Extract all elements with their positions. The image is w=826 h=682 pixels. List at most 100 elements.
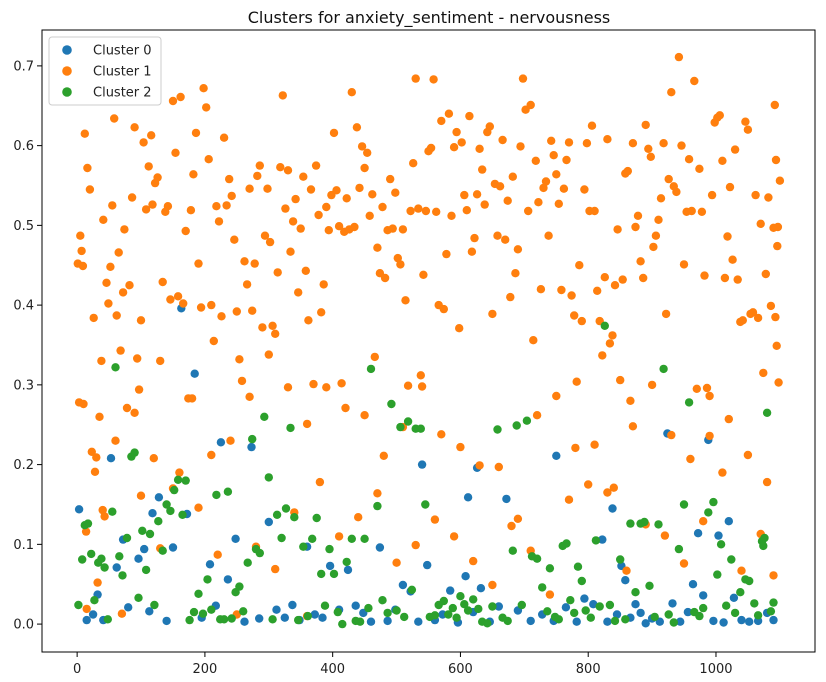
data-point: [416, 371, 425, 380]
data-point: [761, 269, 770, 279]
data-point: [325, 544, 334, 554]
data-point: [493, 231, 502, 240]
data-point: [79, 399, 88, 409]
data-point: [444, 109, 454, 118]
data-point: [373, 501, 382, 511]
data-point: [414, 204, 423, 213]
data-point: [743, 450, 753, 460]
y-axis: 0.0 0.1 0.2 0.3 0.4 0.5 0.6 0.7: [13, 59, 42, 633]
data-point: [478, 165, 487, 174]
data-point: [181, 476, 190, 485]
data-point: [631, 222, 640, 232]
data-point: [312, 513, 321, 523]
legend-marker: [62, 66, 72, 76]
data-point: [570, 311, 579, 320]
data-point: [679, 559, 689, 568]
data-point: [647, 380, 657, 390]
data-point: [178, 510, 187, 519]
data-point: [245, 392, 254, 401]
data-point: [401, 296, 410, 305]
data-point: [545, 590, 555, 599]
data-point: [219, 133, 229, 142]
data-point: [595, 602, 604, 611]
legend-marker: [62, 45, 72, 55]
data-point: [368, 190, 377, 199]
data-point: [106, 454, 116, 463]
data-point: [610, 281, 620, 290]
data-point: [702, 383, 712, 393]
data-point: [301, 266, 310, 275]
data-point: [380, 273, 390, 283]
data-point: [294, 288, 303, 297]
data-point: [134, 554, 143, 563]
data-point: [100, 512, 109, 521]
data-point: [750, 599, 759, 608]
data-point: [483, 619, 492, 628]
data-point: [163, 202, 173, 211]
plot-frame: [41, 29, 816, 653]
data-point: [222, 201, 231, 210]
data-point: [686, 454, 695, 464]
data-point: [225, 174, 234, 184]
data-point: [162, 616, 171, 626]
data-point: [332, 186, 341, 195]
data-point: [250, 259, 259, 268]
data-point: [623, 166, 632, 176]
data-point: [766, 301, 776, 311]
data-point: [605, 339, 615, 348]
data-point: [564, 138, 574, 147]
data-point: [280, 613, 289, 622]
data-point: [76, 231, 85, 240]
data-point: [508, 172, 517, 181]
data-point: [587, 121, 597, 130]
data-point: [736, 588, 745, 597]
data-point: [582, 139, 592, 148]
data-point: [507, 521, 516, 531]
data-point: [718, 468, 727, 477]
data-point: [659, 364, 668, 374]
data-point: [322, 202, 331, 212]
data-point: [82, 604, 91, 614]
data-point: [562, 539, 571, 548]
data-point: [699, 517, 708, 526]
data-point: [485, 122, 494, 131]
data-point: [283, 166, 293, 175]
data-point: [199, 84, 208, 93]
data-point: [392, 558, 401, 567]
data-point: [355, 617, 365, 626]
data-point: [311, 161, 321, 170]
data-point: [379, 451, 388, 460]
data-point: [769, 571, 778, 580]
data-point: [227, 614, 236, 623]
data-point: [772, 341, 781, 350]
data-point: [370, 352, 379, 362]
data-point: [337, 379, 346, 388]
data-point: [264, 473, 273, 482]
data-point: [247, 442, 256, 452]
data-point: [154, 517, 163, 526]
data-point: [480, 200, 489, 209]
data-point: [733, 275, 742, 284]
data-point: [598, 535, 607, 544]
data-point: [304, 316, 313, 325]
data-point: [411, 74, 420, 83]
data-point: [764, 193, 773, 202]
legend: Cluster 0 Cluster 1 Cluster 2: [48, 36, 162, 106]
data-point: [584, 480, 593, 489]
data-point: [303, 611, 312, 621]
data-point: [649, 242, 658, 252]
data-point: [87, 447, 97, 456]
data-point: [538, 583, 547, 592]
data-point: [392, 606, 401, 615]
data-point: [745, 617, 754, 626]
data-point: [290, 513, 299, 522]
data-point: [769, 615, 778, 625]
data-point: [100, 563, 109, 572]
data-point: [409, 159, 418, 168]
data-point: [720, 273, 730, 283]
data-point: [646, 152, 655, 161]
data-point: [446, 586, 455, 595]
data-point: [194, 589, 203, 598]
data-point: [264, 517, 273, 527]
data-point: [310, 610, 319, 619]
